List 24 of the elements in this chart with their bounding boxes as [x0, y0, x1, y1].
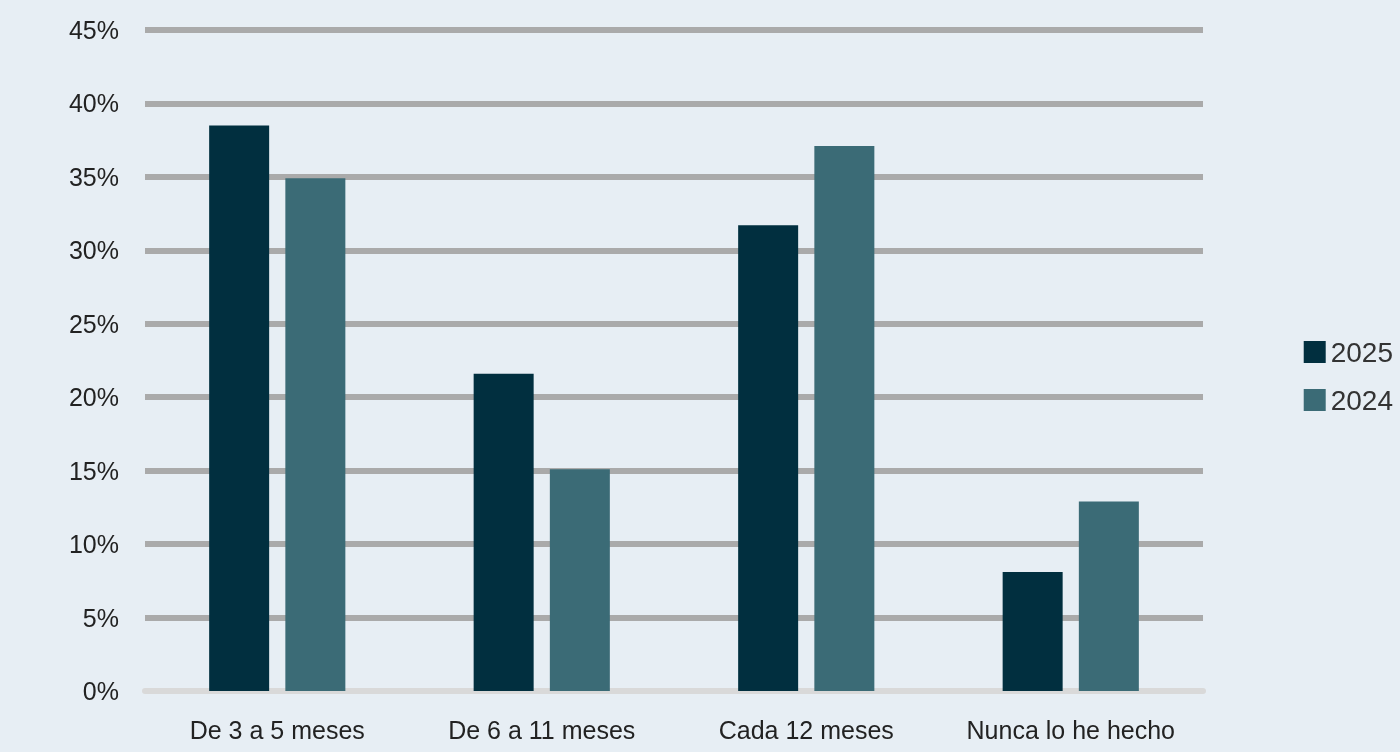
x-tick-label: De 3 a 5 meses: [189, 715, 365, 744]
y-tick-label: 0%: [82, 677, 119, 705]
y-tick-label: 45%: [68, 16, 119, 44]
y-tick-label: 40%: [68, 89, 119, 118]
y-tick-label: 30%: [68, 236, 119, 265]
y-tick-label: 15%: [68, 456, 119, 485]
bar: [549, 469, 610, 691]
bar: [285, 178, 346, 691]
y-tick-label: 20%: [68, 383, 119, 412]
bar: [738, 225, 799, 691]
bar: [209, 125, 270, 691]
legend-label: 2024: [1330, 384, 1394, 416]
y-tick-label: 10%: [68, 530, 119, 559]
bar: [1002, 572, 1063, 691]
y-tick-label: 5%: [82, 603, 119, 632]
x-tick-label: Nunca lo he hecho: [966, 715, 1175, 744]
legend-label: 2025: [1330, 336, 1394, 368]
bar: [1078, 501, 1139, 691]
y-tick-label: 25%: [68, 309, 119, 338]
y-tick-label: 35%: [68, 162, 119, 191]
bar: [814, 146, 875, 691]
bar: [473, 373, 534, 691]
x-tick-label: De 6 a 11 meses: [448, 715, 636, 744]
x-tick-label: Cada 12 meses: [718, 715, 894, 744]
